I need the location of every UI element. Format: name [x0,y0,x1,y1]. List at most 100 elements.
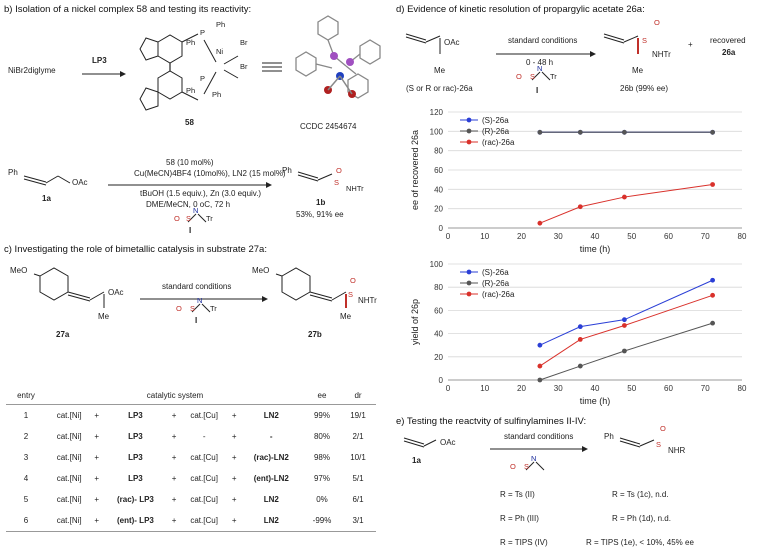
ccdc-number: CCDC 2454674 [300,122,357,131]
table-cell: 10/1 [350,453,366,462]
table-cell: (rac)- LP3 [116,495,154,504]
substrate-27a-oac: OAc [108,288,124,297]
data-point [577,337,583,342]
product-1b-structure [297,171,333,182]
table-cell: cat.[Ni] [56,453,82,462]
x-tick-label: 60 [664,384,673,393]
table-cell: + [171,453,177,462]
product-26b-O: O [654,18,660,27]
data-point [537,377,543,383]
x-tick-label: 80 [738,384,747,393]
data-point [537,363,543,369]
data-point [622,194,627,200]
substrate-27a-meo: MeO [10,266,28,275]
data-point [622,348,627,354]
y-tick-label: 60 [434,166,443,175]
product-27b-meo: MeO [252,266,270,275]
substrate-27a-label: 27a [56,330,70,339]
product-1b-phenyl: Ph [282,166,292,175]
table-cell: + [231,474,237,483]
ee-recovered-chart: 0 20 40 60 80 100 120 0 10 20 30 40 50 60 70 80 time (h)… [410,108,747,254]
x-tick-label: 0 [446,384,451,393]
table-cell: cat.[Ni] [56,495,82,504]
ligand-arrow-label: LP3 [92,56,107,65]
substrate-e-label: 1a [412,456,421,465]
product-e-structure [619,437,655,448]
product-1b-sulfinyl-S: S [334,178,340,187]
series-line [539,294,713,367]
sulfinylamine-N: N [193,206,199,215]
product-27b-label: 27b [308,330,322,339]
table-row: 2 cat.[Ni] + LP3 + - + - 80% 2/1 [6,426,376,447]
data-point [537,342,543,348]
sulfinylamine-I-structure-d [531,71,551,81]
series-line [539,279,713,346]
product-26b-structure [603,33,639,54]
table-cell: + [229,510,239,532]
table-cell: cat.[Cu] [190,495,218,504]
y-tick-label: 80 [434,147,443,156]
reagent-d-label: I [536,86,539,95]
data-point [710,129,715,135]
condition-line-4: DME/MeCN, 0 oC, 72 h [146,200,231,209]
x-tick-label: 70 [701,384,710,393]
product-e-nhr: NHR [668,446,686,455]
table-row: 5 cat.[Ni] + (rac)- LP3 + cat.[Cu] + LN2 0% 6/1 [6,489,376,510]
sulfinylamine-e-O: O [510,462,516,471]
condition-line-1: 58 (10 mol%) [166,158,214,167]
table-cell: - [269,432,273,441]
reagent-c-label: I [195,316,198,325]
table-row: 3 cat.[Ni] + LP3 + cat.[Cu] + (rac)-LN2 98% 10/1 [6,447,376,468]
data-point [577,204,583,210]
product-27b-me: Me [340,312,352,321]
complex-nickel: Ni [216,47,224,56]
crystal-structure-image [295,15,381,99]
table-cell: LP3 [128,411,143,420]
table-row: 1 cat.[Ni] + LP3 + cat.[Cu] + LN2 99% 19/1 [6,405,376,427]
product-e-S: S [656,440,662,449]
e-row-1-left: R = Ts (II) [500,490,535,499]
legend-label: (R)-26a [482,279,510,288]
table-header-row: entry catalytic system ee dr [6,389,376,405]
sulfinylamine-O: O [174,214,180,223]
product-26b-label: 26b (99% ee) [620,84,669,93]
x-tick-label: 50 [627,384,636,393]
table-cell: LN2 [238,510,304,532]
substrate-1a-oac: OAc [72,178,88,187]
product-e-O: O [660,424,666,433]
table-cell: cat.[Cu] [190,453,218,462]
data-point [622,323,627,328]
x-tick-label: 30 [554,384,563,393]
table-cell: 2/1 [352,432,364,441]
table-cell: cat.[Ni] [56,432,82,441]
table-cell: + [171,495,177,504]
table-cell: -99% [304,510,340,532]
x-axis-label: time (h) [580,396,611,406]
table-cell: 80% [313,432,330,441]
x-tick-label: 60 [664,232,673,241]
table-cell: cat.[Ni] [56,411,82,420]
table-cell: 19/1 [350,411,366,420]
plus-sign: + [688,40,693,49]
e-row-2-right: R = Ph (1d), n.d. [612,514,671,523]
table-cell: 6/1 [352,495,364,504]
e-row-3-right: R = TIPS (1e), < 10%, 45% ee [586,538,694,547]
substrate-e-oac: OAc [440,438,456,447]
complex-phosphorus-bottom: P [200,74,206,83]
condition-line-2: Cu(MeCN)4BF4 (10mol%), LN2 (15 mol%) [134,169,286,178]
product-1b-result: 53%, 91% ee [296,210,344,219]
data-point [537,220,543,226]
arrow-d-top-label: standard conditions [508,36,578,45]
y-tick-label: 20 [434,205,443,214]
table-cell: 1 [23,411,29,420]
legend-label: (rac)-26a [482,290,515,299]
product-26b-S: S [642,36,648,45]
table-cell: cat.[Cu] [190,474,218,483]
nickel-complex-structure [139,33,239,111]
y-tick-label: 20 [434,353,443,362]
product-27b-structure [275,267,347,308]
sulfinylamine-label-I: I [189,226,192,235]
table-cell: + [94,474,100,483]
sulfinylamine-c-S: S [190,304,196,313]
sulfinylamine-I-structure [187,213,207,223]
